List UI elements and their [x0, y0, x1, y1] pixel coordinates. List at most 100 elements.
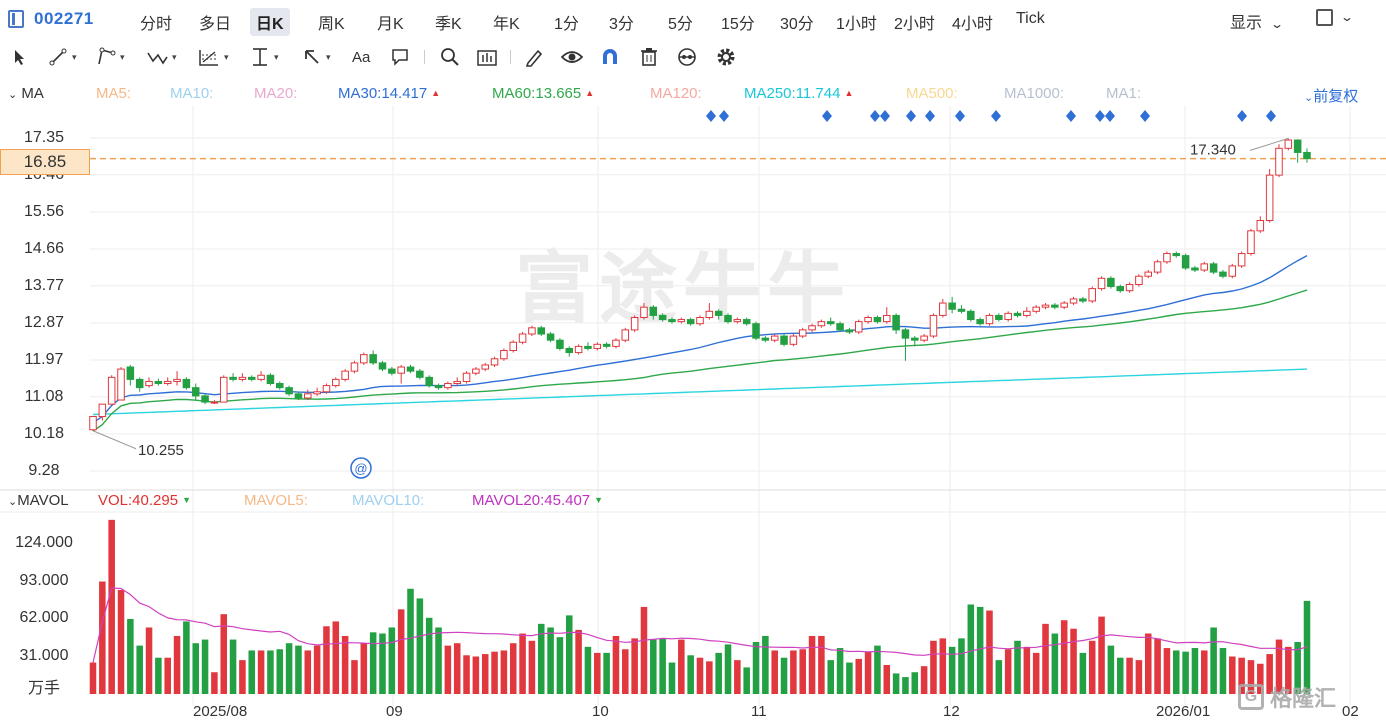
candle-body — [546, 333, 555, 341]
candle-body — [537, 327, 546, 335]
pen-icon[interactable] — [524, 46, 544, 68]
candle-body — [920, 335, 928, 341]
tab-period-4[interactable]: 月K — [377, 16, 404, 33]
candle-body — [397, 366, 405, 374]
candle-body — [201, 395, 209, 403]
tab-period-7[interactable]: 1分 — [554, 16, 579, 33]
price-tick-label: 10.18 — [23, 424, 65, 442]
arrow-tool-icon[interactable]: ▾ — [302, 46, 331, 68]
volume-bar — [1032, 652, 1040, 694]
measure-icon[interactable] — [476, 46, 498, 68]
chevron-down-icon[interactable]: ⌄ — [1339, 10, 1355, 24]
cursor-icon[interactable] — [12, 46, 28, 68]
candle-body — [911, 337, 919, 341]
candle-body — [742, 319, 751, 325]
volume-bar — [267, 650, 274, 694]
ruler-tool-icon[interactable]: ▾ — [253, 48, 279, 66]
candle-body — [266, 374, 275, 385]
tab-period-0[interactable]: 分时 — [140, 16, 173, 33]
wave-tool-icon[interactable]: ▾ — [146, 46, 177, 68]
volume-bar — [846, 662, 853, 694]
ma-item-1: MA10: — [170, 85, 213, 102]
fib-tool-icon[interactable]: ▾ — [198, 46, 229, 68]
tab-period-14[interactable]: 4小时 — [952, 16, 993, 33]
date-tick-label: 10 — [592, 703, 609, 720]
candle-body — [1200, 263, 1209, 271]
line-tool-icon[interactable]: ▾ — [48, 46, 77, 68]
candle-body — [854, 321, 863, 333]
candle-body — [789, 335, 798, 345]
eye-icon[interactable] — [560, 46, 584, 68]
tab-period-13[interactable]: 2小时 — [894, 16, 935, 33]
tab-period-12[interactable]: 1小时 — [836, 16, 877, 33]
date-tick-label: 12 — [943, 703, 960, 720]
watchlist-icon[interactable] — [8, 10, 24, 28]
tab-period-9[interactable]: 5分 — [668, 16, 693, 33]
candle-body — [883, 314, 891, 323]
volume-bar — [547, 627, 554, 694]
volume-bar — [818, 635, 825, 694]
adjust-dropdown[interactable]: ⌄前复权 — [1304, 88, 1359, 105]
volume-bar — [285, 643, 293, 694]
text-tool-label: Aa — [352, 48, 371, 66]
tab-period-1[interactable]: 多日 — [199, 16, 232, 33]
sync-icon[interactable] — [676, 46, 698, 68]
tab-period-8[interactable]: 3分 — [609, 16, 634, 33]
candle-body — [957, 308, 966, 312]
candle-body — [1219, 271, 1227, 277]
tab-period-6[interactable]: 年K — [493, 16, 520, 33]
trash-icon[interactable] — [640, 46, 658, 68]
candle-body — [696, 316, 704, 325]
volume-bar — [752, 641, 760, 694]
ma-item-8: MA1000: — [1004, 85, 1064, 102]
up-arrow-icon: ▲ — [585, 88, 595, 98]
ma-item-text: MA500: — [906, 85, 958, 102]
tab-period-11[interactable]: 30分 — [780, 16, 814, 33]
ma-label: MA — [21, 85, 44, 102]
candle-body — [901, 329, 910, 339]
volume-bar — [986, 610, 993, 694]
display-label: 显示 — [1230, 15, 1263, 32]
candle-body — [1032, 306, 1040, 312]
gear-icon[interactable] — [716, 46, 736, 68]
volume-bar — [650, 639, 657, 694]
tab-period-5[interactable]: 季K — [435, 16, 462, 33]
ma-item-text: MA120: — [650, 85, 702, 102]
candle-body — [668, 319, 676, 323]
vol-item-3: MAVOL20:45.407 ▼ — [472, 492, 603, 509]
ma-indicator-row: ⌄ MA MA5: MA10: MA20: MA30:14.417 ▲ MA60:13.6… — [0, 82, 1386, 106]
candle-body — [154, 380, 163, 385]
tab-period-3[interactable]: 周K — [318, 16, 345, 33]
comment-tool-icon[interactable] — [390, 46, 410, 68]
volume-bar — [1191, 648, 1199, 694]
candle-body — [518, 333, 527, 343]
volume-bar — [939, 638, 947, 694]
search-icon[interactable] — [440, 46, 460, 68]
ma-toggle[interactable]: ⌄ MA — [8, 85, 44, 102]
candlestick-chart[interactable]: 17.340 10.255 @ — [0, 106, 1386, 726]
tab-period-15[interactable]: Tick — [1016, 10, 1045, 27]
mavol-toggle[interactable]: ⌄MAVOL — [8, 492, 69, 509]
text-tool-icon[interactable]: Aa — [352, 46, 370, 68]
display-dropdown[interactable]: 显示 ⌄ — [1230, 9, 1284, 33]
tab-period-10[interactable]: 15分 — [721, 16, 755, 33]
vol-item-text: VOL:40.295 — [98, 492, 179, 509]
volume-bar — [89, 662, 97, 694]
stock-code[interactable]: 002271 — [34, 9, 94, 28]
layout-checkbox[interactable] — [1316, 9, 1333, 26]
tab-period-2[interactable]: 日K — [250, 8, 290, 36]
volume-bar — [136, 645, 143, 694]
volume-bar — [958, 638, 965, 694]
polyline-tool-icon[interactable]: ▾ — [96, 46, 125, 68]
ma60-line — [92, 289, 1308, 432]
candle-body — [500, 350, 508, 360]
event-marker-label: @ — [354, 461, 367, 476]
volume-bar — [892, 673, 900, 694]
candle-body — [1284, 139, 1293, 149]
ma30-line — [92, 254, 1308, 424]
down-arrow-icon: ▼ — [594, 495, 604, 505]
candle-body — [89, 416, 97, 431]
logo-icon: G — [1238, 684, 1264, 710]
magnet-icon[interactable] — [600, 46, 620, 68]
